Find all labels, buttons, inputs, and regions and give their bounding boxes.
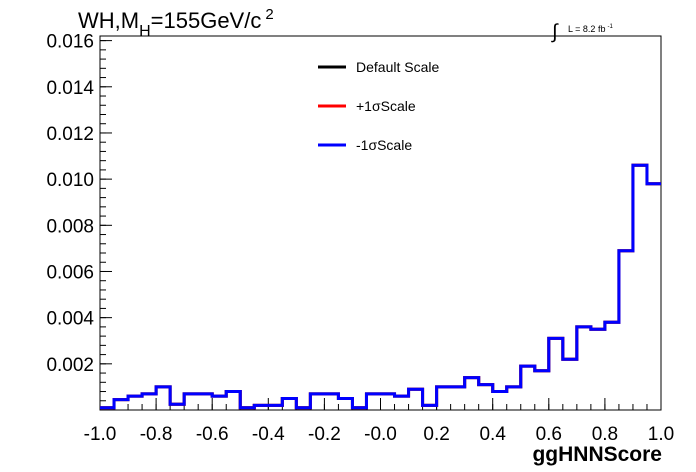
plot-title-superscript: 2 bbox=[265, 6, 273, 23]
x-tick-label: -1.0 bbox=[84, 424, 117, 445]
series-line-2 bbox=[100, 163, 661, 410]
y-tick-label: 0.014 bbox=[46, 78, 94, 99]
lumi-label-text: L = 8.2 fb bbox=[568, 24, 605, 34]
x-tick-label: 0.4 bbox=[479, 424, 506, 445]
x-tick-label: 0.8 bbox=[592, 424, 618, 445]
lumi-integral-symbol: ∫ bbox=[551, 21, 559, 43]
lumi-label-superscript: -1 bbox=[607, 24, 613, 30]
plot-title-subscript: H bbox=[139, 23, 151, 40]
series-line-0 bbox=[100, 163, 661, 410]
x-axis-title: ggHNNScore bbox=[532, 443, 662, 466]
plot-title-main: WH,M bbox=[78, 8, 139, 33]
x-tick-label: 1.0 bbox=[648, 424, 674, 445]
x-tick-label: -0.2 bbox=[308, 424, 341, 445]
legend-label-minus-one-sigma: -1σScale bbox=[356, 137, 412, 153]
series-line-1 bbox=[100, 163, 661, 410]
y-tick-label: 0.002 bbox=[46, 355, 94, 376]
legend: Default Scale +1σScale -1σScale bbox=[318, 59, 439, 153]
x-tick-label: -0.6 bbox=[196, 424, 229, 445]
y-tick-label: 0.008 bbox=[46, 216, 94, 237]
x-tick-label: -0.0 bbox=[364, 424, 397, 445]
x-tick-label: -0.4 bbox=[252, 424, 285, 445]
y-axis: 0.002 0.004 0.006 0.008 0.010 0.012 0.014 0.016 bbox=[46, 32, 112, 402]
x-tick-label: 0.6 bbox=[536, 424, 562, 445]
x-tick-label: -0.8 bbox=[140, 424, 173, 445]
series-group bbox=[100, 163, 661, 410]
y-tick-label: 0.004 bbox=[46, 309, 94, 330]
x-axis: -1.0 -0.8 -0.6 -0.4 -0.2 -0.0 0.2 0.4 0.6 0.8 1.0 bbox=[84, 398, 674, 445]
legend-label-plus-one-sigma: +1σScale bbox=[356, 98, 416, 114]
lumi-label: L = 8.2 fb -1 bbox=[568, 24, 613, 34]
y-tick-label: 0.016 bbox=[46, 32, 94, 53]
plot-title: WH,MH=155GeV/c 2 bbox=[78, 6, 274, 40]
y-tick-label: 0.010 bbox=[46, 170, 94, 191]
y-tick-label: 0.012 bbox=[46, 124, 94, 145]
x-tick-label: 0.2 bbox=[423, 424, 449, 445]
plot-title-rest: =155GeV/c bbox=[151, 8, 262, 33]
legend-label-default: Default Scale bbox=[356, 59, 439, 75]
y-tick-label: 0.006 bbox=[46, 262, 94, 283]
